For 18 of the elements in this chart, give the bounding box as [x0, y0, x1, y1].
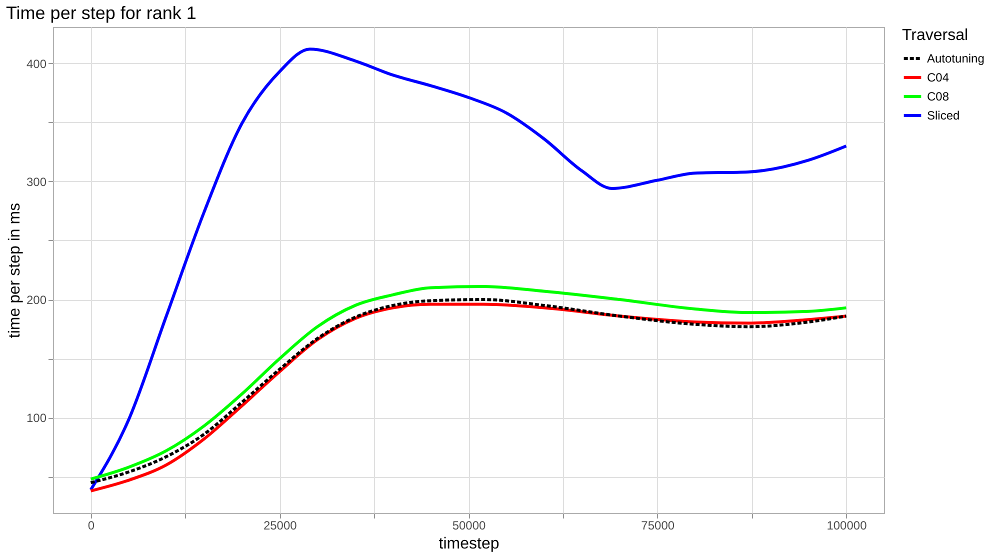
- legend-label: Autotuning: [927, 52, 984, 66]
- x-tick-label: 25000: [263, 518, 298, 532]
- chart-title: Time per step for rank 1: [6, 3, 196, 23]
- y-axis-title: time per step in ms: [6, 202, 24, 338]
- x-axis-title: timestep: [438, 536, 500, 552]
- y-tick-label: 400: [26, 56, 47, 71]
- legend-title: Traversal: [902, 27, 968, 44]
- y-tick-label: 300: [26, 174, 47, 189]
- x-tick-label: 0: [88, 518, 95, 532]
- x-tick-label: 75000: [641, 518, 675, 532]
- legend-label: C08: [927, 90, 950, 104]
- legend-label: Sliced: [927, 108, 960, 122]
- x-tick-label: 100000: [826, 518, 868, 532]
- y-tick-label: 200: [26, 293, 47, 308]
- y-tick-label: 100: [26, 411, 47, 426]
- line-series: [89, 48, 848, 492]
- legend-label: C04: [927, 70, 950, 84]
- x-tick-label: 50000: [452, 518, 486, 532]
